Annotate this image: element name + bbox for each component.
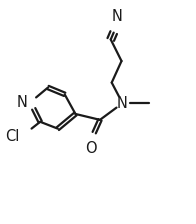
- Text: O: O: [85, 141, 97, 156]
- Text: N: N: [117, 96, 128, 111]
- Text: Cl: Cl: [5, 129, 20, 144]
- Text: N: N: [17, 95, 27, 110]
- Text: N: N: [111, 9, 122, 24]
